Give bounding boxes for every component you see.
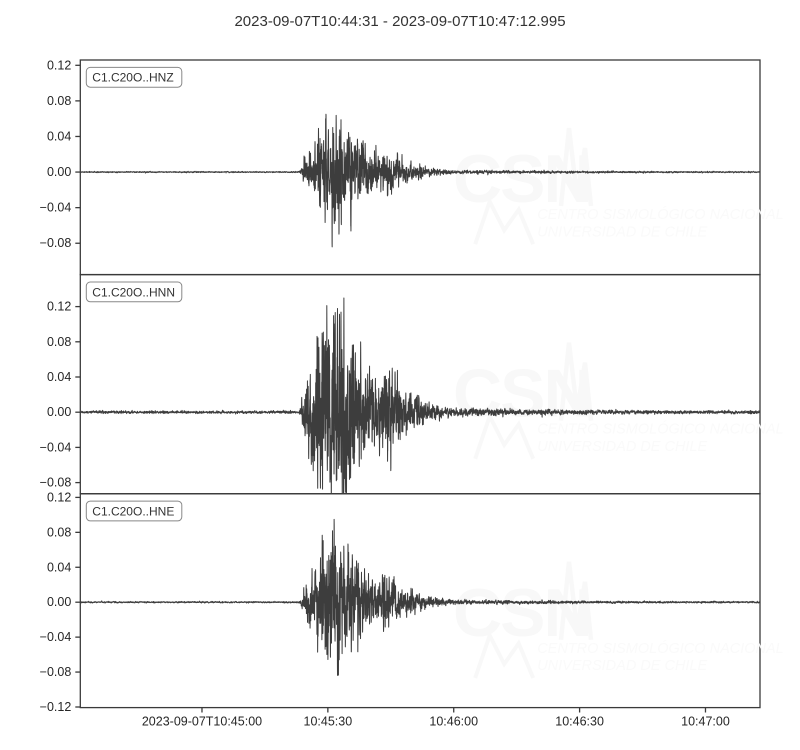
svg-text:−0.12: −0.12: [40, 700, 72, 714]
svg-text:−0.04: −0.04: [40, 630, 72, 644]
svg-text:CENTRO SISMOLÓGICO NACIONAL: CENTRO SISMOLÓGICO NACIONAL: [537, 206, 784, 223]
svg-text:CENTRO SISMOLÓGICO NACIONAL: CENTRO SISMOLÓGICO NACIONAL: [537, 421, 784, 438]
svg-text:−0.08: −0.08: [40, 476, 72, 490]
svg-text:10:46:30: 10:46:30: [555, 715, 604, 729]
svg-text:0.04: 0.04: [47, 370, 71, 384]
svg-text:0.08: 0.08: [47, 94, 71, 108]
svg-text:CENTRO SISMOLÓGICO NACIONAL: CENTRO SISMOLÓGICO NACIONAL: [537, 640, 784, 657]
svg-text:0.04: 0.04: [47, 560, 71, 574]
svg-text:−0.08: −0.08: [40, 236, 72, 250]
svg-text:0.04: 0.04: [47, 129, 71, 143]
svg-text:0.08: 0.08: [47, 335, 71, 349]
svg-text:UNIVERSIDAD DE CHILE: UNIVERSIDAD DE CHILE: [537, 225, 707, 241]
svg-text:C1.C20O..HNN: C1.C20O..HNN: [92, 285, 175, 299]
svg-text:−0.08: −0.08: [40, 665, 72, 679]
svg-text:C1.C20O..HNZ: C1.C20O..HNZ: [92, 71, 173, 85]
svg-text:0.12: 0.12: [47, 58, 71, 72]
svg-text:−0.04: −0.04: [40, 440, 72, 454]
svg-text:UNIVERSIDAD DE CHILE: UNIVERSIDAD DE CHILE: [537, 658, 707, 674]
svg-text:0.12: 0.12: [47, 490, 71, 504]
svg-text:0.12: 0.12: [47, 300, 71, 314]
svg-text:0.00: 0.00: [47, 595, 71, 609]
svg-text:0.00: 0.00: [47, 165, 71, 179]
svg-text:−0.04: −0.04: [40, 201, 72, 215]
svg-text:0.08: 0.08: [47, 525, 71, 539]
svg-text:0.00: 0.00: [47, 405, 71, 419]
svg-text:2023-09-07T10:45:00: 2023-09-07T10:45:00: [142, 715, 262, 729]
svg-text:C1.C20O..HNE: C1.C20O..HNE: [92, 504, 174, 518]
svg-text:10:46:00: 10:46:00: [429, 715, 478, 729]
svg-text:10:45:30: 10:45:30: [304, 715, 353, 729]
svg-text:UNIVERSIDAD DE CHILE: UNIVERSIDAD DE CHILE: [537, 439, 707, 455]
svg-text:10:47:00: 10:47:00: [681, 715, 730, 729]
